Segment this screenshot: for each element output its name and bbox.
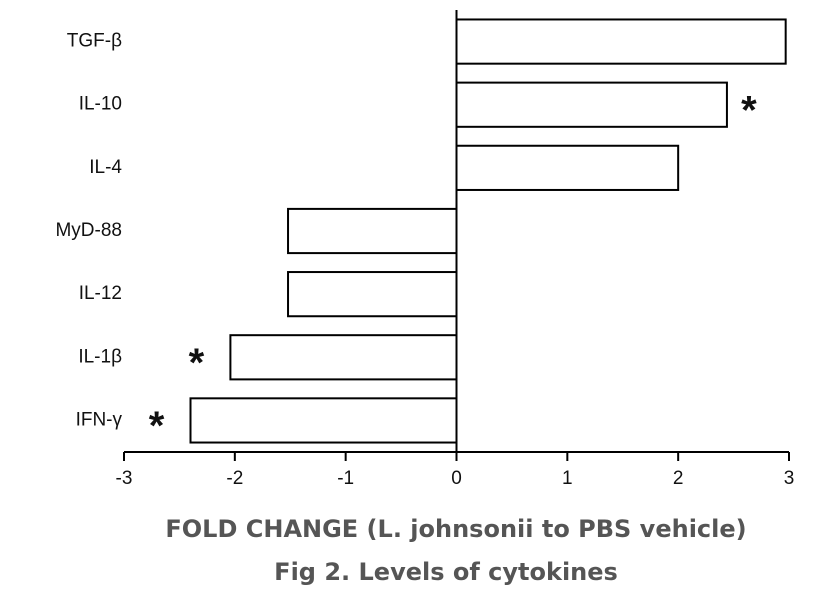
x-tick-label: 2 (673, 468, 684, 489)
x-tick-label: 1 (562, 468, 573, 489)
bar (287, 207, 458, 255)
x-tick-label: -1 (337, 468, 354, 489)
y-tick-label: IFN-γ (76, 409, 123, 430)
y-tick-label: IL-1β (78, 346, 122, 367)
significance-marker: * (741, 88, 757, 132)
bar (287, 271, 458, 318)
bar (455, 144, 680, 191)
bar (455, 81, 728, 128)
x-tick-label: -3 (116, 468, 133, 489)
chart-title: Fig 2. Levels of cytokines (274, 558, 618, 586)
significance-marker: * (189, 341, 205, 385)
significance-marker: * (149, 404, 165, 448)
y-tick-label: IL-12 (79, 283, 122, 304)
x-tick-label: 0 (451, 468, 462, 489)
x-axis-label: FOLD CHANGE (L. johnsonii to PBS vehicle… (165, 515, 746, 543)
x-tick-label: -2 (226, 468, 243, 489)
y-tick-label: TGF-β (67, 31, 122, 52)
bar (229, 334, 458, 381)
bar (189, 397, 458, 444)
y-tick-label: IL-10 (79, 94, 122, 115)
x-tick-label: 3 (784, 468, 795, 489)
bar (455, 18, 787, 65)
y-tick-label: MyD-88 (55, 220, 122, 241)
y-tick-label: IL-4 (89, 157, 122, 178)
